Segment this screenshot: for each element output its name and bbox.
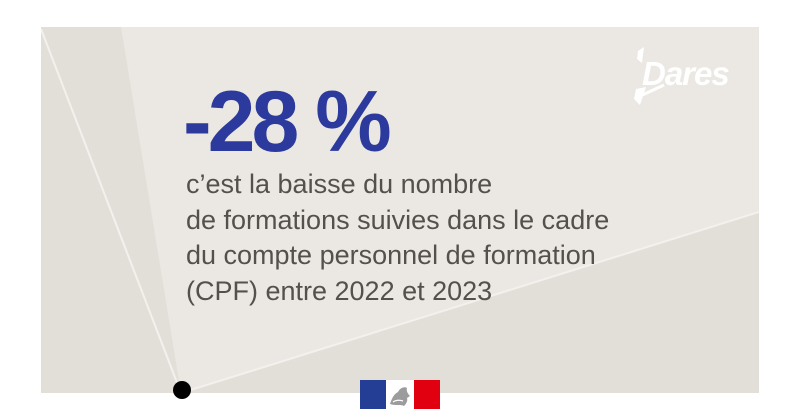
infographic-card: Dares -28 % c’est la baisse du nombre de…: [41, 27, 759, 393]
caption-line: (CPF) entre 2022 et 2023: [186, 275, 493, 306]
caption-line: de formations suivies dans le cadre: [186, 204, 610, 235]
marianne-flag-icon: [360, 380, 440, 409]
caption-line: du compte personnel de formation: [186, 240, 596, 270]
dares-logo: Dares: [634, 45, 746, 109]
caption-line: c’est la baisse du nombre: [186, 169, 493, 199]
dares-logo-icon: [634, 47, 665, 105]
card-background-shape: [41, 27, 759, 393]
headline-percentage: -28 %: [183, 74, 392, 170]
dares-logo-text: Dares: [642, 55, 730, 92]
black-dot-icon: [173, 381, 191, 399]
caption-text: c’est la baisse du nombre de formations …: [186, 167, 746, 309]
